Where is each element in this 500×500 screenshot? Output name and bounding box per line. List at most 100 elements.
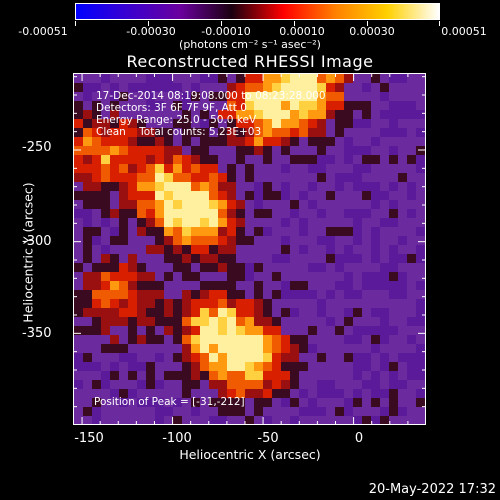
heatmap-cell bbox=[245, 317, 254, 326]
heatmap-cell bbox=[344, 245, 353, 254]
heatmap-cell bbox=[119, 101, 128, 110]
heatmap-cell bbox=[191, 227, 200, 236]
heatmap-cell bbox=[245, 371, 254, 380]
heatmap-cell bbox=[380, 245, 389, 254]
heatmap-cell bbox=[83, 308, 92, 317]
heatmap-cell bbox=[263, 119, 272, 128]
heatmap-cell bbox=[263, 128, 272, 137]
heatmap-cell bbox=[227, 263, 236, 272]
heatmap-cell bbox=[74, 200, 83, 209]
heatmap-cell bbox=[92, 182, 101, 191]
heatmap-cell bbox=[110, 119, 119, 128]
heatmap-cell bbox=[119, 128, 128, 137]
heatmap-cell bbox=[281, 371, 290, 380]
heatmap-cell bbox=[191, 380, 200, 389]
heatmap-cell bbox=[146, 146, 155, 155]
heatmap-cell bbox=[182, 353, 191, 362]
heatmap-cell bbox=[227, 317, 236, 326]
heatmap-cell bbox=[254, 416, 263, 424]
heatmap-cell bbox=[308, 380, 317, 389]
heatmap-cell bbox=[254, 173, 263, 182]
heatmap-cell bbox=[389, 335, 398, 344]
heatmap-cell bbox=[137, 155, 146, 164]
heatmap-cell bbox=[155, 191, 164, 200]
heatmap-cell bbox=[353, 119, 362, 128]
heatmap-cell bbox=[155, 209, 164, 218]
heatmap-cell bbox=[74, 110, 83, 119]
heatmap-cell bbox=[137, 308, 146, 317]
heatmap-cell bbox=[74, 362, 83, 371]
heatmap-cell bbox=[200, 254, 209, 263]
counts-annotation: Clean Total counts: 5.23E+03 bbox=[96, 126, 262, 138]
heatmap-cell bbox=[371, 245, 380, 254]
heatmap-cell bbox=[164, 416, 173, 424]
heatmap-cell bbox=[164, 371, 173, 380]
heatmap-cell bbox=[209, 173, 218, 182]
heatmap-cell bbox=[371, 137, 380, 146]
heatmap-cell bbox=[380, 209, 389, 218]
heatmap-cell bbox=[83, 299, 92, 308]
heatmap-cell bbox=[137, 407, 146, 416]
heatmap-cell bbox=[83, 74, 92, 83]
heatmap-cell bbox=[344, 272, 353, 281]
heatmap-cell bbox=[191, 110, 200, 119]
heatmap-cell bbox=[326, 398, 335, 407]
heatmap-cell bbox=[173, 254, 182, 263]
heatmap-cell bbox=[407, 155, 416, 164]
heatmap-cell bbox=[110, 380, 119, 389]
heatmap-cell bbox=[380, 407, 389, 416]
heatmap-cell bbox=[236, 227, 245, 236]
colorbar-tick-label: 0.00051 bbox=[441, 25, 487, 38]
heatmap-cell bbox=[353, 326, 362, 335]
heatmap-cell bbox=[362, 146, 371, 155]
heatmap-cell bbox=[218, 164, 227, 173]
heatmap-cell bbox=[128, 191, 137, 200]
heatmap-cell bbox=[182, 362, 191, 371]
heatmap-cell bbox=[299, 119, 308, 128]
heatmap-cell bbox=[416, 326, 425, 335]
heatmap-cell bbox=[101, 200, 110, 209]
heatmap-cell bbox=[200, 398, 209, 407]
heatmap-cell bbox=[263, 209, 272, 218]
heatmap-cell bbox=[362, 200, 371, 209]
heatmap-cell bbox=[263, 353, 272, 362]
heatmap-cell bbox=[146, 416, 155, 424]
heatmap-cell bbox=[290, 236, 299, 245]
heatmap-cell bbox=[173, 299, 182, 308]
heatmap-cell bbox=[371, 146, 380, 155]
heatmap-cell bbox=[218, 362, 227, 371]
heatmap-cell bbox=[272, 362, 281, 371]
heatmap-cell bbox=[389, 74, 398, 83]
heatmap-cell bbox=[101, 398, 110, 407]
heatmap-cell bbox=[380, 335, 389, 344]
heatmap-cell bbox=[281, 326, 290, 335]
heatmap-cell bbox=[137, 245, 146, 254]
heatmap-cell bbox=[218, 389, 227, 398]
heatmap-cell bbox=[263, 344, 272, 353]
heatmap-cell bbox=[182, 344, 191, 353]
heatmap-cell bbox=[308, 398, 317, 407]
heatmap-cell bbox=[380, 389, 389, 398]
heatmap-cell bbox=[83, 281, 92, 290]
heatmap-cell bbox=[146, 245, 155, 254]
heatmap-cell bbox=[146, 83, 155, 92]
heatmap-cell bbox=[119, 380, 128, 389]
heatmap-cell bbox=[398, 209, 407, 218]
heatmap-cell bbox=[407, 101, 416, 110]
heatmap-cell bbox=[344, 191, 353, 200]
heatmap-cell bbox=[209, 416, 218, 424]
heatmap-cell bbox=[389, 101, 398, 110]
heatmap-cell bbox=[326, 416, 335, 424]
heatmap-cell bbox=[254, 191, 263, 200]
heatmap-cell bbox=[317, 380, 326, 389]
heatmap-cell bbox=[101, 308, 110, 317]
heatmap-cell bbox=[137, 227, 146, 236]
heatmap-cell bbox=[281, 362, 290, 371]
heatmap-cell bbox=[263, 227, 272, 236]
heatmap-cell bbox=[326, 308, 335, 317]
heatmap-cell bbox=[308, 416, 317, 424]
heatmap-cell bbox=[407, 416, 416, 424]
heatmap-cell bbox=[209, 380, 218, 389]
heatmap-cell bbox=[155, 371, 164, 380]
heatmap-cell bbox=[209, 245, 218, 254]
